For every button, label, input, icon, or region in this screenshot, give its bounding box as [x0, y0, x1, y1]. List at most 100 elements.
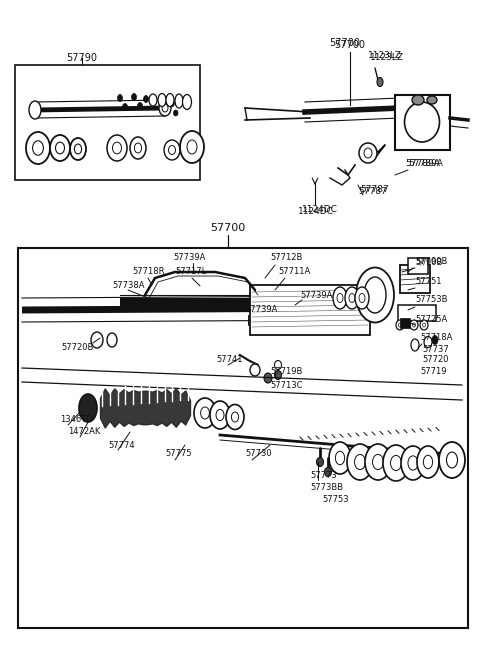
Text: 57719B: 57719B: [270, 367, 302, 376]
Text: 57775: 57775: [165, 449, 192, 457]
Ellipse shape: [130, 137, 146, 159]
Text: 5//90B: 5//90B: [415, 258, 443, 267]
Ellipse shape: [201, 407, 209, 419]
Text: 1123LZ: 1123LZ: [368, 51, 402, 60]
Text: 57718R: 57718R: [132, 267, 165, 277]
Ellipse shape: [432, 336, 438, 344]
Ellipse shape: [158, 93, 166, 106]
Ellipse shape: [365, 444, 391, 480]
Text: 57739A: 57739A: [245, 306, 277, 315]
Ellipse shape: [408, 456, 418, 470]
Ellipse shape: [134, 143, 142, 153]
Ellipse shape: [364, 148, 372, 158]
Ellipse shape: [74, 144, 82, 154]
Ellipse shape: [144, 95, 148, 102]
Ellipse shape: [166, 93, 174, 106]
Text: 57738A: 57738A: [112, 281, 144, 290]
Text: 57741: 57741: [216, 355, 242, 365]
Ellipse shape: [329, 442, 351, 474]
Ellipse shape: [173, 110, 178, 116]
Text: 57753: 57753: [322, 495, 348, 505]
Ellipse shape: [359, 294, 365, 302]
Text: 1346TD: 1346TD: [60, 415, 93, 424]
Ellipse shape: [187, 140, 197, 154]
Ellipse shape: [180, 131, 204, 163]
Ellipse shape: [417, 446, 439, 478]
Text: 57719: 57719: [420, 367, 446, 376]
Ellipse shape: [411, 339, 419, 351]
Ellipse shape: [216, 409, 224, 420]
Ellipse shape: [162, 104, 168, 112]
Text: 57720B: 57720B: [62, 344, 94, 353]
Ellipse shape: [264, 373, 272, 383]
Ellipse shape: [132, 93, 136, 101]
Text: 57790B: 57790B: [415, 258, 447, 267]
Ellipse shape: [427, 96, 437, 104]
Ellipse shape: [175, 94, 183, 108]
Ellipse shape: [355, 455, 365, 470]
Ellipse shape: [50, 135, 70, 161]
Ellipse shape: [401, 446, 425, 480]
Text: 57751: 57751: [415, 277, 442, 286]
Text: 57753B: 57753B: [415, 296, 447, 304]
Text: 57789A: 57789A: [408, 158, 443, 168]
Ellipse shape: [107, 135, 127, 161]
Ellipse shape: [349, 294, 355, 302]
Ellipse shape: [347, 444, 373, 480]
Bar: [395, 95, 450, 150]
Text: 57789A: 57789A: [405, 158, 440, 168]
Ellipse shape: [398, 323, 401, 327]
Ellipse shape: [149, 94, 157, 106]
Text: 1472AK: 1472AK: [68, 428, 100, 436]
Ellipse shape: [164, 140, 180, 160]
Ellipse shape: [210, 401, 230, 429]
Ellipse shape: [405, 102, 440, 142]
Ellipse shape: [112, 142, 121, 154]
Ellipse shape: [423, 455, 432, 468]
Ellipse shape: [333, 287, 347, 309]
Text: 57790: 57790: [67, 53, 97, 63]
Text: 57700: 57700: [329, 38, 360, 48]
Text: 57712B: 57712B: [270, 254, 302, 263]
Ellipse shape: [137, 102, 143, 110]
Bar: [400, 318, 410, 328]
Bar: [398, 305, 436, 321]
Text: 57737: 57737: [422, 346, 449, 355]
Ellipse shape: [182, 95, 192, 110]
Ellipse shape: [345, 287, 359, 309]
Ellipse shape: [275, 361, 281, 369]
Bar: [408, 258, 428, 274]
Text: 1124DC: 1124DC: [298, 208, 334, 217]
Ellipse shape: [275, 371, 281, 380]
Ellipse shape: [56, 142, 64, 154]
Text: 57725A: 57725A: [415, 315, 447, 325]
Text: 57787: 57787: [358, 187, 387, 196]
Ellipse shape: [159, 100, 171, 116]
Ellipse shape: [226, 405, 244, 430]
Ellipse shape: [364, 277, 386, 313]
Bar: [250, 285, 370, 335]
Text: 57730: 57730: [245, 449, 272, 457]
Ellipse shape: [420, 320, 428, 330]
Bar: [18, 248, 468, 628]
Ellipse shape: [33, 141, 43, 155]
Ellipse shape: [359, 143, 377, 163]
Ellipse shape: [424, 336, 432, 348]
Ellipse shape: [122, 104, 128, 110]
Ellipse shape: [355, 287, 369, 309]
Ellipse shape: [372, 455, 384, 470]
Ellipse shape: [29, 101, 41, 119]
Ellipse shape: [168, 145, 176, 154]
Text: 57717L: 57717L: [175, 267, 206, 277]
Text: 1124DC: 1124DC: [302, 206, 338, 214]
Ellipse shape: [79, 394, 97, 422]
Ellipse shape: [118, 95, 122, 101]
Ellipse shape: [324, 468, 332, 476]
Text: 57787: 57787: [360, 185, 389, 194]
Ellipse shape: [316, 457, 324, 466]
Ellipse shape: [446, 452, 457, 468]
Ellipse shape: [412, 95, 424, 105]
Ellipse shape: [107, 333, 117, 347]
Text: 57774: 57774: [108, 440, 134, 449]
Ellipse shape: [194, 398, 216, 428]
